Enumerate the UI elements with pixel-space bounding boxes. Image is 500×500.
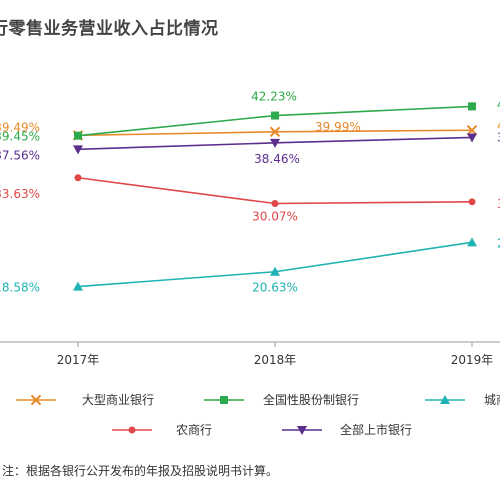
data-point [74,174,82,182]
data-point [270,266,280,276]
legend-label: 城商 [484,392,500,407]
legend-marker [128,426,136,434]
data-label: 42.23% [251,90,297,104]
chart-title: 行零售业务营业收入占比情况 [0,19,219,39]
legend-marker [297,426,307,435]
data-point [73,145,83,155]
data-point [73,281,83,291]
x-tick-label: 2019年 [451,353,494,367]
data-point [271,199,279,207]
data-label: 2 [497,236,500,250]
data-label: 39.49% [0,120,40,134]
data-point [468,102,476,111]
data-label: 30.07% [252,209,298,223]
series-line [77,176,473,205]
data-label: 3 [497,197,500,211]
legend-marker [30,394,42,406]
legend-marker [440,395,450,404]
data-label: 39.99% [315,120,361,134]
data-point [468,198,476,206]
data-label: 3 [497,130,500,144]
data-point [467,237,477,247]
legend-label: 农商行 [176,422,212,437]
data-label: 4 [497,118,500,132]
data-label: 33.63% [0,187,40,201]
data-label: 4 [497,97,500,111]
data-point [74,131,82,140]
legend-label: 全国性股份制银行 [263,392,359,407]
data-label: 38.46% [254,152,300,166]
footnote: 注：根据各银行公开发布的年报及招股说明书计算。 [2,464,279,478]
data-label: 37.56% [0,148,40,162]
x-tick-label: 2018年 [254,353,297,367]
data-label: 20.63% [252,281,298,295]
data-point [466,125,478,136]
legend-label: 大型商业银行 [82,392,154,407]
data-label: 39.45% [0,130,40,144]
data-point [270,138,280,148]
data-point [271,111,279,120]
data-point [467,133,477,143]
legend-label: 全部上市银行 [340,422,412,437]
data-point [269,126,281,137]
legend-marker [220,396,228,404]
data-label: 18.58% [0,281,40,295]
x-tick-label: 2017年 [57,353,100,367]
